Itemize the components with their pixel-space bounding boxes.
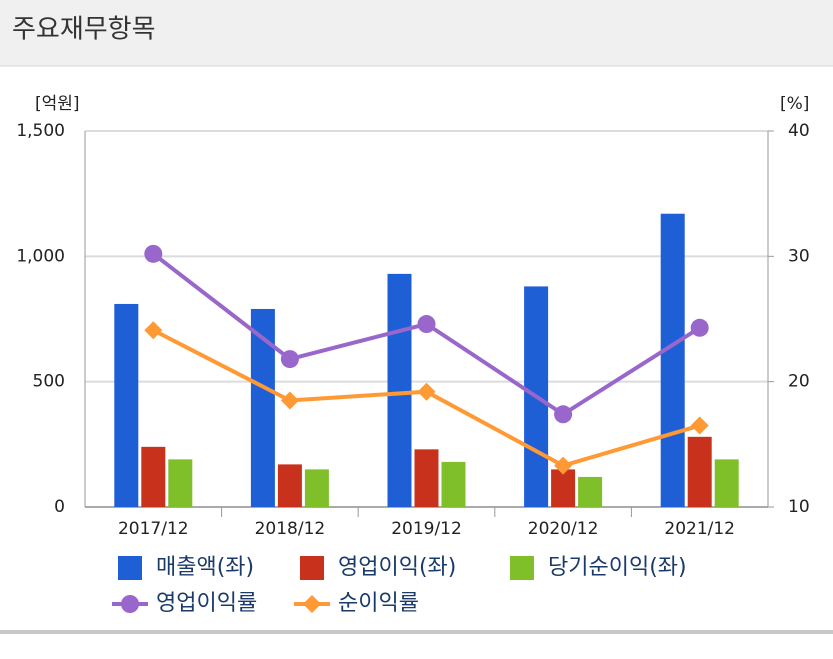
x-tick-label: 2020/12 bbox=[528, 519, 599, 539]
bar bbox=[114, 303, 139, 507]
chart-title: 주요재무항목 bbox=[12, 15, 156, 45]
bar bbox=[414, 449, 439, 507]
header-bar bbox=[0, 0, 833, 66]
y-tick-label: 500 bbox=[33, 372, 65, 392]
x-tick-label: 2017/12 bbox=[118, 519, 189, 539]
line-marker bbox=[554, 456, 573, 475]
legend-label: 매출액(좌) bbox=[156, 555, 254, 580]
y2-unit: [%] bbox=[780, 94, 809, 114]
line-marker bbox=[144, 321, 163, 340]
legend-swatch bbox=[118, 556, 142, 580]
line-marker bbox=[690, 318, 709, 337]
y2-tick-label: 10 bbox=[788, 497, 810, 517]
y-tick-label: 0 bbox=[54, 497, 65, 517]
bar bbox=[714, 459, 739, 507]
line-marker bbox=[280, 391, 299, 410]
bar bbox=[441, 461, 466, 507]
x-tick-label: 2021/12 bbox=[664, 519, 735, 539]
y-tick-label: 1,500 bbox=[16, 121, 65, 141]
legend-label: 영업이익률 bbox=[156, 591, 257, 616]
y-unit: [억원] bbox=[35, 94, 80, 114]
x-tick-label: 2018/12 bbox=[255, 519, 326, 539]
bar bbox=[551, 469, 576, 507]
legend-label: 당기순이익(좌) bbox=[548, 555, 687, 580]
legend-swatch bbox=[300, 556, 324, 580]
line-marker bbox=[417, 315, 436, 334]
bar bbox=[168, 459, 193, 507]
bar bbox=[277, 464, 302, 507]
bar bbox=[141, 446, 166, 507]
line-marker bbox=[554, 405, 573, 424]
x-tick-label: 2019/12 bbox=[391, 519, 462, 539]
y2-tick-label: 40 bbox=[788, 121, 810, 141]
line-marker bbox=[417, 382, 436, 401]
y2-tick-label: 30 bbox=[788, 246, 810, 266]
bar bbox=[687, 436, 712, 507]
line-marker bbox=[690, 416, 709, 435]
bar bbox=[660, 213, 685, 507]
y-tick-label: 1,000 bbox=[16, 246, 65, 266]
line-marker bbox=[144, 244, 163, 263]
legend-marker bbox=[303, 595, 321, 613]
legend-label: 영업이익(좌) bbox=[338, 555, 456, 580]
legend-marker bbox=[121, 595, 139, 613]
legend-swatch bbox=[510, 556, 534, 580]
bar bbox=[578, 476, 603, 507]
bar bbox=[387, 273, 412, 507]
y2-tick-label: 20 bbox=[788, 372, 810, 392]
bar bbox=[304, 469, 329, 507]
line-marker bbox=[280, 350, 299, 369]
legend-label: 순이익률 bbox=[338, 591, 419, 616]
